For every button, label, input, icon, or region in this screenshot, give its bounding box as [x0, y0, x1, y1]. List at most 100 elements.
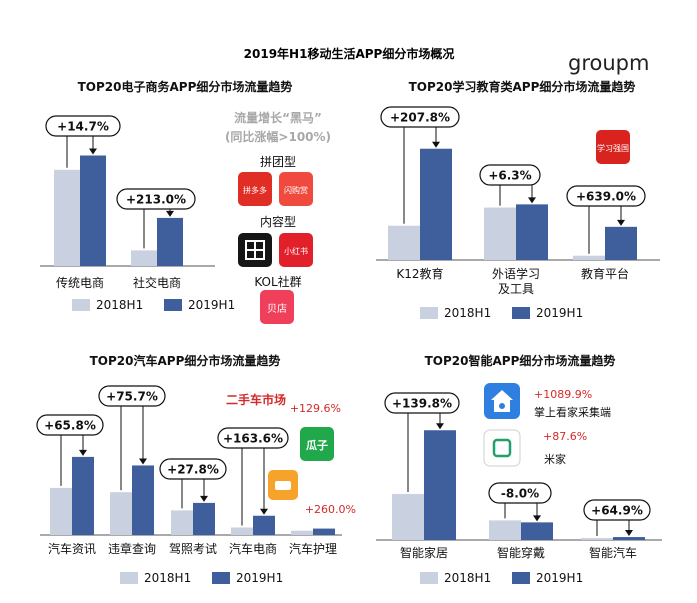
home-monitor-growth: +1089.9% [534, 388, 592, 401]
legend-swatch-2019 [512, 572, 530, 584]
growth-label: +207.8% [390, 111, 450, 125]
page-title: 2019年H1移动生活APP细分市场概况 [244, 46, 455, 61]
bar-2019-2 [132, 465, 154, 535]
legend-label-2018: 2018H1 [96, 298, 143, 312]
arrow-head [89, 148, 97, 155]
pinduoduo-icon: 拼多多 [238, 172, 272, 206]
bar-2018-3 [581, 538, 613, 540]
home-monitor-app-name: 掌上看家采集端 [534, 405, 611, 419]
bar-2019-3 [193, 502, 215, 535]
growth-pill [159, 458, 227, 480]
svg-text:小红书: 小红书 [284, 246, 308, 256]
growth-pill [98, 385, 166, 407]
bar-2018-5 [291, 530, 313, 535]
arrow-head [200, 495, 208, 502]
category-label: 汽车电商 [229, 541, 277, 556]
growth-label: +27.8% [167, 463, 219, 477]
bar-2018-1 [50, 487, 72, 535]
legend-swatch-2019 [512, 307, 530, 319]
growth-pill [380, 106, 460, 128]
arrow-head [436, 423, 444, 430]
bar-2018-2 [489, 520, 521, 540]
note-line2: (同比涨幅>100%) [225, 129, 331, 144]
growth-label: +64.9% [591, 504, 643, 518]
bar-2018-1 [388, 225, 420, 260]
chart-title: TOP20汽车APP细分市场流量趋势 [90, 353, 281, 368]
growth-pill [384, 392, 460, 414]
svg-text:贝店: 贝店 [267, 302, 287, 315]
bar-2018-3 [573, 255, 605, 260]
panel1-annotations: 流量增长“黑马” (同比涨幅>100%) 拼团型 拼多多 闪购赏 内容型 小红书… [225, 110, 331, 324]
legend-label-2018: 2018H1 [144, 571, 191, 585]
mijia-icon [483, 429, 521, 467]
mijia-app-name: 米家 [544, 452, 566, 466]
used-car-icon [268, 470, 298, 500]
category-label: 智能汽车 [589, 545, 637, 560]
svg-text:闪购赏: 闪购赏 [284, 185, 308, 195]
toutiao-icon [238, 233, 272, 267]
arrow-head [533, 515, 541, 522]
bar-2019-3 [613, 537, 645, 540]
arrow-head [79, 449, 87, 456]
bar-2018-1 [392, 493, 424, 540]
category-label: 汽车护理 [289, 541, 337, 556]
legend-swatch-2018 [420, 572, 438, 584]
category-label: 智能家居 [400, 545, 448, 560]
category-label: 传统电商 [56, 275, 104, 290]
arrow-head [166, 210, 174, 217]
growth-pill [36, 414, 104, 436]
xuexi-qiangguo-icon: 学习强国 [596, 130, 630, 164]
chart-panel-2: TOP20学习教育类APP细分市场流量趋势 K12教育 +207.8% 外语学习及工具… [376, 79, 660, 320]
legend-label-2018: 2018H1 [444, 306, 491, 320]
growth-label: +163.6% [223, 432, 283, 446]
group-label-kol: KOL社群 [254, 274, 301, 289]
home-monitor-icon [484, 383, 520, 419]
growth-label: -8.0% [501, 487, 539, 501]
bar-2018-2 [484, 207, 516, 260]
guazi-icon: 瓜子 [300, 427, 334, 461]
bar-2019-4 [253, 515, 275, 535]
panel4-annotations: +1089.9% 掌上看家采集端 +87.6% 米家 [483, 383, 611, 467]
growth-label: +639.0% [576, 190, 636, 204]
growth-pill [479, 164, 541, 186]
bar-2018-1 [54, 169, 80, 266]
growth-pill [217, 427, 289, 449]
bar-2019-1 [72, 456, 94, 535]
growth-pill [488, 482, 552, 504]
mijia-growth: +87.6% [543, 430, 587, 443]
legend-swatch-2019 [212, 572, 230, 584]
legend-swatch-2018 [72, 299, 90, 311]
arrow-head [617, 219, 625, 226]
category-label: 驾照考试 [169, 541, 217, 556]
panel3-annotations: 二手车市场 +129.6% 瓜子 +260.0% [226, 392, 356, 516]
used-car-growth-1: +129.6% [290, 402, 341, 415]
arrow-head [625, 530, 633, 537]
arrow-head [528, 197, 536, 204]
growth-pill [45, 115, 121, 137]
bar-2019-1 [424, 430, 456, 540]
category-label: 智能穿戴 [497, 545, 545, 560]
bar-2019-2 [516, 204, 548, 260]
legend-label-2019: 2019H1 [236, 571, 283, 585]
category-label: 违章查询 [108, 541, 156, 556]
chart-title: TOP20智能APP细分市场流量趋势 [425, 353, 616, 368]
legend-label-2019: 2019H1 [536, 571, 583, 585]
growth-label: +65.8% [44, 419, 96, 433]
category-label: 外语学习 [492, 266, 540, 281]
chart-title: TOP20电子商务APP细分市场流量趋势 [78, 79, 293, 94]
bar-2019-5 [313, 528, 335, 535]
legend-label-2019: 2019H1 [536, 306, 583, 320]
note-line1: 流量增长“黑马” [234, 110, 322, 125]
group-label-pintuan: 拼团型 [260, 155, 296, 169]
legend-swatch-2018 [120, 572, 138, 584]
category-label: 教育平台 [581, 266, 629, 281]
beidian-icon: 贝店 [260, 290, 294, 324]
growth-label: +213.0% [126, 193, 186, 207]
bar-2018-3 [171, 510, 193, 535]
group-label-content: 内容型 [260, 214, 296, 229]
legend-label-2018: 2018H1 [444, 571, 491, 585]
bar-2019-1 [420, 148, 452, 260]
